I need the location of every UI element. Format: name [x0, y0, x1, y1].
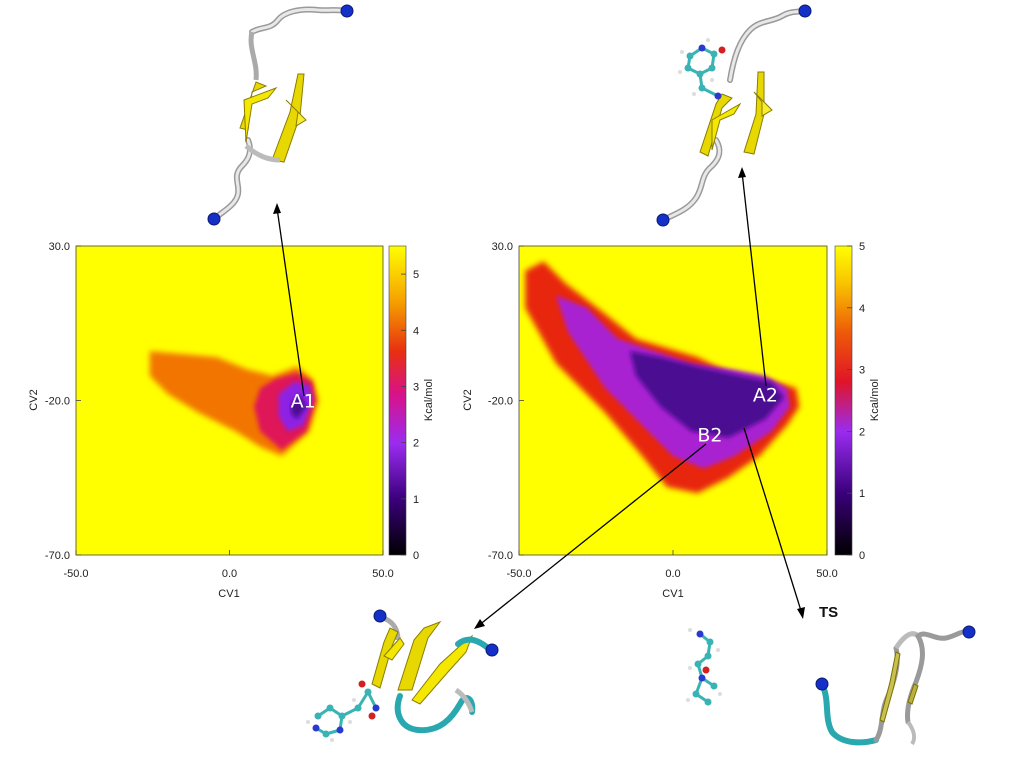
- peptide-ligand-structure-a2: [656, 4, 812, 227]
- x-tick-label: 0.0: [222, 568, 237, 580]
- basin-labels: A1: [291, 391, 316, 413]
- ts-label: TS: [819, 604, 838, 621]
- energy-region-core: [290, 394, 307, 419]
- colorbar-tick-label: 3: [413, 381, 419, 393]
- y-tick-label: 30.0: [492, 241, 513, 253]
- colorbar-tick-label: 0: [413, 550, 419, 562]
- colorbar-tick-label: 3: [859, 365, 865, 377]
- x-tick-label: 0.0: [665, 568, 680, 580]
- y-tick-label: 30.0: [49, 241, 70, 253]
- axis-ticks: -50.0 0.0 50.0 30.0 -20.0 -70.0: [45, 241, 394, 580]
- y-axis-label: CV2: [462, 389, 474, 410]
- free-energy-map-left: -50.0 0.0 50.0 30.0 -20.0 -70.0 CV1 CV2 0 1 2 3 4…: [28, 241, 435, 600]
- axis-ticks: -50.0 0.0 50.0 30.0 -20.0 -70.0: [488, 241, 838, 580]
- colorbar: [388, 245, 407, 556]
- x-tick-label: -50.0: [63, 568, 88, 580]
- ligand-molecule: [306, 680, 380, 742]
- colorbar-ticks: 0 1 2 3 4 5: [401, 269, 419, 562]
- basin-label-a2: A2: [753, 384, 778, 406]
- colorbar-tick-label: 0: [859, 550, 865, 562]
- basin-label-b2: B2: [697, 424, 722, 446]
- energy-regions: [525, 261, 800, 494]
- energy-region-basin: [629, 351, 784, 438]
- peptide-structure-ts: [815, 625, 976, 746]
- free-ligand-molecule: [686, 628, 722, 706]
- x-tick-label: 50.0: [816, 568, 837, 580]
- colorbar-tick-label: 4: [859, 303, 865, 315]
- colorbar-tick-label: 2: [413, 438, 419, 450]
- connector-arrows: [273, 167, 805, 629]
- y-tick-label: -70.0: [488, 550, 513, 562]
- basin-labels: A2 B2: [697, 384, 778, 446]
- peptide-structure-a1: [207, 4, 354, 226]
- colorbar-ticks: 0 1 2 3 4 5: [847, 241, 865, 562]
- colorbar-tick-label: 5: [413, 269, 419, 281]
- colorbar-tick-label: 1: [859, 488, 865, 500]
- energy-regions: [149, 351, 319, 457]
- x-tick-label: 50.0: [372, 568, 393, 580]
- y-tick-label: -70.0: [45, 550, 70, 562]
- colorbar-label: Kcal/mol: [869, 379, 881, 421]
- x-axis-label: CV1: [218, 588, 239, 600]
- colorbar-tick-label: 4: [413, 325, 419, 337]
- colorbar-tick-label: 1: [413, 494, 419, 506]
- ligand-molecule: [678, 38, 726, 100]
- y-tick-label: -20.0: [45, 396, 70, 408]
- free-energy-map-right: -50.0 0.0 50.0 30.0 -20.0 -70.0 CV1 CV2 0 1 2 3 4…: [462, 241, 881, 600]
- x-tick-label: -50.0: [506, 568, 531, 580]
- peptide-ligand-structure-b2: [306, 609, 499, 742]
- colorbar-tick-label: 5: [859, 241, 865, 253]
- y-axis-label: CV2: [28, 389, 40, 410]
- x-axis-label: CV1: [662, 588, 683, 600]
- colorbar-label: Kcal/mol: [423, 379, 435, 421]
- y-tick-label: -20.0: [488, 396, 513, 408]
- colorbar: [834, 245, 853, 556]
- basin-label-a1: A1: [291, 391, 316, 413]
- colorbar-tick-label: 2: [859, 426, 865, 438]
